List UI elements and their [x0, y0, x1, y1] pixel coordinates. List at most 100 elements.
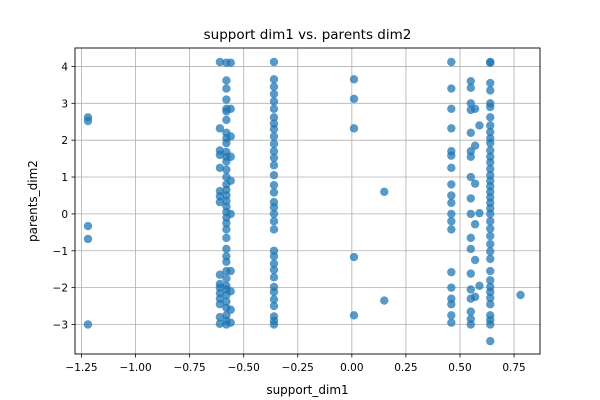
data-point: [486, 266, 495, 276]
data-point: [516, 290, 525, 300]
data-point: [269, 301, 279, 311]
data-point: [486, 58, 495, 67]
data-point: [486, 127, 495, 137]
data-point: [215, 300, 225, 309]
data-point: [486, 287, 495, 297]
data-point: [486, 86, 495, 95]
data-point: [269, 132, 279, 141]
data-point: [269, 273, 279, 282]
data-point: [447, 318, 456, 327]
data-point: [83, 234, 93, 244]
data-point: [470, 179, 480, 188]
data-point: [215, 319, 225, 328]
data-point: [486, 276, 495, 285]
data-point: [466, 307, 475, 316]
data-point: [226, 176, 235, 185]
data-point: [269, 104, 279, 114]
data-point: [486, 293, 495, 303]
data-point: [466, 172, 475, 182]
data-point: [269, 75, 279, 84]
data-point: [486, 320, 495, 329]
x-axis-label: support_dim1: [266, 383, 348, 397]
chart-title: support dim1 vs. parents dim2: [204, 27, 412, 43]
data-point: [215, 150, 225, 160]
data-point: [466, 76, 475, 86]
data-point: [349, 94, 359, 104]
y-tick-label: −3: [53, 320, 68, 332]
y-tick-label: 3: [61, 98, 68, 110]
data-point: [466, 152, 475, 161]
data-point: [349, 252, 359, 262]
data-point: [447, 209, 456, 219]
data-point: [269, 287, 279, 297]
data-point: [447, 180, 456, 189]
data-point: [222, 76, 231, 85]
data-point: [215, 192, 225, 201]
data-point: [447, 198, 456, 208]
data-point: [486, 224, 495, 233]
data-point: [269, 113, 279, 122]
data-point: [269, 252, 279, 261]
data-point: [222, 95, 231, 104]
data-point: [470, 104, 480, 114]
data-point: [222, 138, 231, 148]
y-axis-label: parents_dim2: [26, 160, 40, 242]
data-point: [215, 163, 225, 173]
data-point: [269, 82, 279, 91]
data-point: [222, 165, 231, 174]
data-point: [470, 141, 480, 150]
data-point: [269, 188, 279, 197]
data-point: [470, 292, 480, 302]
data-point: [215, 270, 225, 279]
data-point: [349, 75, 359, 84]
data-point: [269, 170, 279, 180]
x-tick-label: −0.50: [228, 362, 260, 374]
data-point: [447, 267, 456, 277]
data-point: [447, 151, 456, 160]
y-tick-label: 0: [61, 209, 68, 221]
data-point: [466, 320, 475, 329]
data-point: [222, 297, 231, 306]
data-point: [486, 113, 495, 122]
data-point: [447, 300, 456, 309]
data-point: [466, 194, 475, 203]
data-point: [466, 233, 475, 243]
data-point: [486, 300, 495, 309]
x-tick-label: −0.75: [174, 362, 206, 374]
data-point: [466, 209, 475, 219]
data-points: [83, 57, 525, 346]
x-tick-label: 0.50: [448, 362, 471, 374]
x-tick-label: 0.25: [394, 362, 417, 374]
data-point: [269, 161, 279, 170]
axis-ticks: −1.25 −1.00 −0.75 −0.50 −0.25 0.00 0.25 0.50 0.7…: [53, 61, 526, 374]
data-point: [380, 187, 389, 196]
data-point: [269, 97, 279, 106]
x-tick-label: 0.00: [340, 362, 363, 374]
data-point: [447, 84, 456, 93]
data-point: [226, 287, 235, 296]
data-point: [269, 153, 279, 163]
data-point: [349, 311, 359, 320]
data-point: [380, 296, 389, 305]
x-tick-label: −1.25: [65, 362, 97, 374]
data-point: [486, 146, 495, 155]
data-point: [470, 255, 480, 265]
data-point: [486, 209, 495, 219]
data-point: [269, 89, 279, 99]
x-tick-label: −1.00: [119, 362, 151, 374]
data-point: [226, 152, 235, 161]
data-point: [486, 217, 495, 226]
y-tick-label: −2: [53, 283, 68, 295]
data-point: [269, 139, 279, 149]
y-tick-label: 4: [61, 61, 68, 73]
y-tick-label: 2: [61, 135, 68, 147]
plot-area-frame: [74, 47, 541, 355]
data-point: [486, 158, 495, 167]
data-point: [222, 115, 231, 125]
data-point: [475, 121, 484, 130]
y-tick-label: −1: [53, 246, 68, 258]
data-point: [226, 266, 235, 276]
data-point: [486, 231, 495, 241]
data-point: [269, 259, 279, 268]
